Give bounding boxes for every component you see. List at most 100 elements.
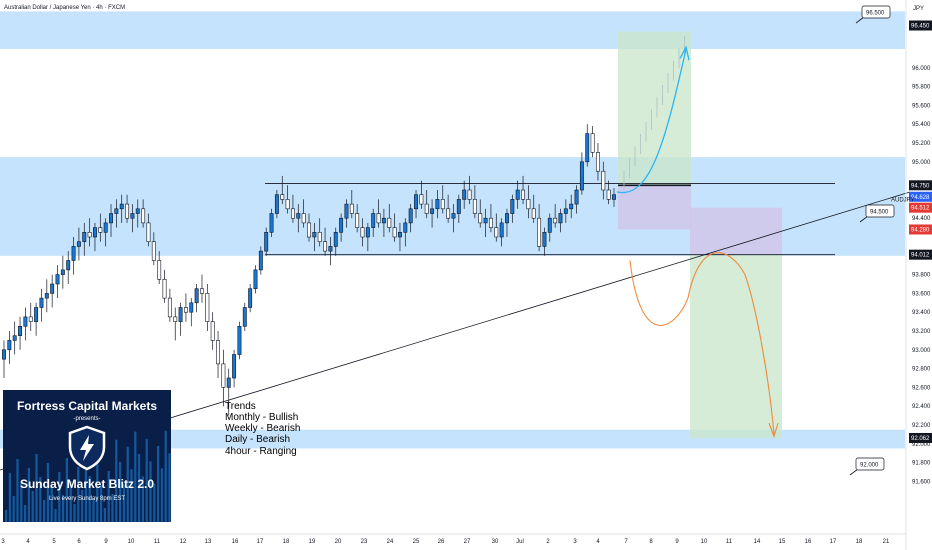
y-tick-label: 96.000 — [912, 66, 931, 72]
candle-body — [307, 222, 311, 238]
candle — [232, 349, 237, 388]
candle-body — [595, 152, 600, 172]
x-tick-label: 10 — [701, 539, 708, 545]
candle — [563, 199, 568, 223]
price-callout: 96.500 — [855, 5, 891, 24]
candle — [569, 194, 574, 219]
candle-body — [558, 213, 563, 224]
trends-heading: Trends — [225, 401, 256, 412]
x-tick-label: 25 — [413, 539, 420, 545]
promo-bar — [168, 453, 171, 522]
candle — [414, 190, 418, 219]
promo-bar — [20, 482, 23, 522]
candle — [333, 227, 338, 256]
candle — [398, 222, 402, 252]
candle — [237, 321, 242, 360]
promo-bar — [5, 510, 8, 522]
candle — [135, 199, 140, 228]
promo-bar — [16, 459, 19, 522]
promo-bar — [157, 446, 160, 522]
y-tick-label: 93.200 — [912, 329, 931, 335]
candle — [408, 204, 413, 233]
x-tick-label: 6 — [77, 539, 81, 545]
promo-bar — [153, 483, 156, 522]
x-tick-label: 21 — [883, 539, 890, 545]
price-tag-bg — [909, 249, 932, 260]
candle-body — [71, 246, 76, 261]
x-tick-label: 15 — [779, 539, 786, 545]
candle-body — [563, 208, 568, 214]
promo-bar — [31, 491, 34, 522]
price-tag-bg — [909, 20, 932, 31]
candle — [312, 222, 317, 252]
candle — [307, 213, 311, 242]
promo-bar — [96, 462, 99, 522]
candle-body — [515, 189, 520, 200]
candle — [93, 222, 97, 252]
candle-body — [103, 222, 108, 233]
bearish-projection-path — [629, 252, 775, 435]
promo-bar — [119, 462, 122, 522]
candle — [28, 302, 33, 331]
price-axis[interactable]: 96.450 96.000 95.800 95.600 95.400 95.200 95.0… — [905, 0, 931, 550]
promo-banner: Fortress Capital Markets -presents- Sund… — [3, 390, 171, 522]
candle-body — [494, 227, 499, 238]
candle-body — [125, 203, 130, 219]
promo-bar — [115, 439, 118, 522]
candle — [328, 237, 333, 266]
candle-body — [574, 189, 579, 205]
price-tag: 94.750 — [909, 180, 932, 191]
candle — [18, 316, 23, 350]
trend-4hour: 4hour - Ranging — [225, 446, 297, 457]
zone-supply — [0, 11, 905, 49]
candle — [141, 199, 146, 228]
candle — [258, 246, 263, 275]
y-tick-label: 92.000 — [912, 442, 931, 448]
candle-body — [76, 241, 81, 247]
candle-body — [312, 232, 317, 238]
candle — [109, 204, 113, 237]
promo-bar — [8, 473, 11, 522]
price-tag-bg — [909, 191, 932, 202]
callout-label: 96.500 — [866, 11, 885, 17]
promo-bar — [12, 496, 15, 522]
candle — [39, 288, 44, 322]
candle-body — [66, 260, 71, 271]
candle-body — [301, 213, 306, 224]
candle-body — [526, 199, 531, 210]
promo-bar — [149, 461, 152, 522]
candle-body — [553, 217, 558, 224]
time-axis[interactable]: 3 4 5 6 9 10 11 12 13 16 17 18 19 20 23 24 25 26 27 30 Jul 2 3… — [0, 533, 906, 545]
y-tick-label: 91.800 — [912, 461, 931, 467]
y-tick-label: 93.600 — [912, 291, 931, 297]
promo-bar — [141, 476, 144, 522]
candle-body — [403, 222, 408, 233]
candle — [151, 232, 156, 266]
candle — [248, 284, 253, 313]
candle-body — [323, 241, 328, 252]
candle — [216, 331, 220, 378]
y-tick-label: 92.800 — [912, 367, 931, 373]
promo-bar — [54, 509, 57, 522]
candle-body — [87, 232, 92, 238]
candle — [612, 188, 616, 207]
promo-bar — [46, 463, 49, 522]
promo-bar — [88, 476, 91, 522]
short-target-zone — [690, 254, 782, 438]
candle — [510, 194, 515, 223]
candle-body — [542, 232, 547, 247]
candle-body — [612, 194, 616, 200]
price-tag-label: 94.750 — [911, 183, 930, 189]
price-tag-label: 92.062 — [911, 436, 930, 442]
promo-bar — [160, 468, 163, 522]
candle — [595, 143, 600, 181]
price-tag-label: 94.628 — [911, 195, 930, 201]
candle-body — [531, 208, 536, 219]
promo-bar — [138, 454, 141, 522]
candle — [440, 185, 445, 214]
price-tag-bg — [909, 224, 932, 235]
candle-body — [601, 170, 606, 191]
candle — [264, 227, 269, 256]
candle-body — [505, 213, 509, 224]
